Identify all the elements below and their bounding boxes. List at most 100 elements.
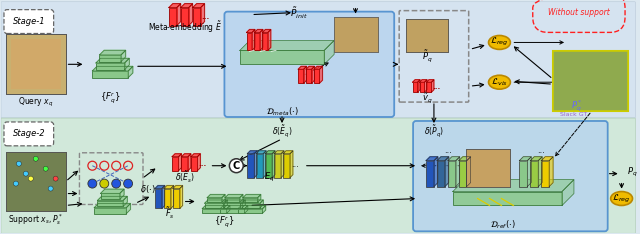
Text: $\mathcal{L}_{reg}$: $\mathcal{L}_{reg}$ bbox=[490, 37, 509, 48]
Text: ...: ... bbox=[444, 146, 452, 155]
Circle shape bbox=[53, 176, 58, 181]
Polygon shape bbox=[162, 186, 165, 208]
Polygon shape bbox=[319, 66, 323, 83]
Bar bbox=[246, 33, 252, 50]
Text: Slack GT: Slack GT bbox=[560, 112, 588, 117]
Polygon shape bbox=[265, 151, 275, 154]
Bar bbox=[155, 189, 162, 208]
Text: Query $x_q$: Query $x_q$ bbox=[18, 95, 53, 109]
Polygon shape bbox=[224, 200, 228, 208]
Bar bbox=[6, 34, 65, 94]
Text: $P_q^*$: $P_q^*$ bbox=[571, 98, 583, 114]
Polygon shape bbox=[92, 66, 133, 71]
Bar bbox=[6, 34, 65, 94]
Polygon shape bbox=[312, 66, 314, 83]
Polygon shape bbox=[437, 157, 449, 161]
Bar bbox=[164, 189, 171, 208]
Polygon shape bbox=[268, 29, 271, 50]
Bar bbox=[274, 154, 281, 178]
Polygon shape bbox=[519, 157, 531, 161]
Polygon shape bbox=[240, 40, 334, 50]
Bar bbox=[191, 157, 197, 171]
Polygon shape bbox=[193, 4, 205, 8]
Bar bbox=[466, 149, 510, 186]
Text: $\tilde{F}_s$: $\tilde{F}_s$ bbox=[165, 206, 175, 221]
Text: Stage-2: Stage-2 bbox=[13, 129, 45, 138]
Polygon shape bbox=[247, 151, 257, 154]
Polygon shape bbox=[531, 157, 542, 161]
Bar bbox=[99, 55, 121, 62]
FancyBboxPatch shape bbox=[4, 10, 54, 33]
FancyBboxPatch shape bbox=[1, 118, 636, 233]
Circle shape bbox=[100, 179, 109, 188]
Bar bbox=[406, 18, 448, 52]
Circle shape bbox=[112, 179, 121, 188]
Polygon shape bbox=[225, 194, 243, 198]
Text: $\delta(\cdot)$: $\delta(\cdot)$ bbox=[140, 183, 156, 195]
Bar bbox=[255, 33, 260, 50]
Polygon shape bbox=[255, 29, 263, 33]
FancyBboxPatch shape bbox=[225, 12, 394, 117]
Polygon shape bbox=[223, 200, 245, 203]
Polygon shape bbox=[227, 205, 230, 213]
Bar bbox=[420, 82, 424, 92]
Polygon shape bbox=[125, 58, 129, 69]
Ellipse shape bbox=[488, 36, 510, 49]
FancyBboxPatch shape bbox=[4, 122, 54, 146]
Bar bbox=[94, 208, 126, 214]
Bar bbox=[207, 198, 222, 202]
Polygon shape bbox=[431, 80, 434, 92]
Bar bbox=[247, 154, 254, 178]
Text: $\mathcal{L}_{reg}$: $\mathcal{L}_{reg}$ bbox=[612, 192, 631, 205]
Text: Meta-embedding $\tilde{E}$: Meta-embedding $\tilde{E}$ bbox=[148, 20, 221, 35]
Polygon shape bbox=[200, 4, 205, 26]
Polygon shape bbox=[207, 194, 225, 198]
Polygon shape bbox=[94, 204, 131, 208]
Polygon shape bbox=[260, 200, 263, 208]
Polygon shape bbox=[467, 157, 470, 186]
Text: ...: ... bbox=[202, 14, 210, 20]
Bar bbox=[238, 209, 262, 213]
Polygon shape bbox=[303, 66, 307, 83]
Polygon shape bbox=[172, 154, 182, 157]
Polygon shape bbox=[191, 154, 200, 157]
Polygon shape bbox=[180, 4, 193, 8]
Circle shape bbox=[13, 181, 19, 186]
Polygon shape bbox=[538, 157, 542, 186]
Bar bbox=[97, 201, 123, 206]
Polygon shape bbox=[274, 151, 284, 154]
Bar bbox=[182, 157, 188, 171]
Polygon shape bbox=[434, 157, 438, 186]
Polygon shape bbox=[541, 157, 553, 161]
Text: $\tilde{P}_q$: $\tilde{P}_q$ bbox=[422, 48, 432, 64]
Text: $E_q$: $E_q$ bbox=[264, 171, 275, 184]
Polygon shape bbox=[180, 186, 182, 208]
Circle shape bbox=[28, 176, 33, 181]
Bar bbox=[333, 17, 378, 52]
Polygon shape bbox=[562, 180, 574, 205]
Polygon shape bbox=[120, 189, 124, 199]
Text: $\delta(\tilde{E}_s)$: $\delta(\tilde{E}_s)$ bbox=[175, 170, 195, 185]
Bar bbox=[541, 161, 549, 186]
Polygon shape bbox=[222, 194, 225, 202]
Circle shape bbox=[88, 179, 97, 188]
Polygon shape bbox=[417, 80, 420, 92]
Polygon shape bbox=[257, 194, 261, 202]
Polygon shape bbox=[448, 157, 460, 161]
Text: ...: ... bbox=[198, 161, 207, 167]
Polygon shape bbox=[256, 151, 266, 154]
Polygon shape bbox=[171, 186, 174, 208]
Polygon shape bbox=[262, 205, 266, 213]
Polygon shape bbox=[459, 157, 470, 161]
Bar bbox=[241, 203, 260, 208]
Bar bbox=[531, 161, 538, 186]
Polygon shape bbox=[96, 58, 129, 63]
Ellipse shape bbox=[611, 192, 632, 205]
Polygon shape bbox=[413, 80, 420, 82]
Text: $\{F_q^r\}$: $\{F_q^r\}$ bbox=[100, 90, 120, 105]
Text: $\tilde{P}_{init}$: $\tilde{P}_{init}$ bbox=[290, 6, 308, 21]
Polygon shape bbox=[205, 200, 228, 203]
Polygon shape bbox=[246, 29, 255, 33]
Bar bbox=[413, 82, 417, 92]
Bar bbox=[173, 189, 180, 208]
